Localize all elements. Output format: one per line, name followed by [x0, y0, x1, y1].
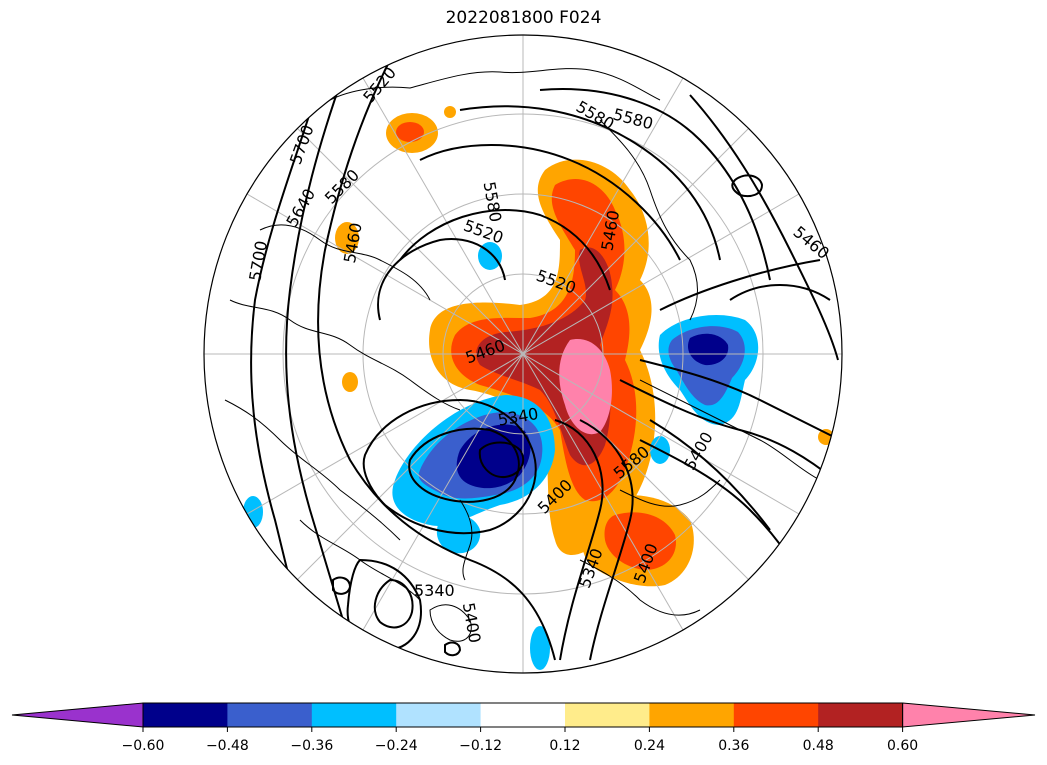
- colorbar-tick-label: 0.48: [803, 738, 834, 754]
- contour-label: 5340: [414, 581, 455, 600]
- colorbar-extend-min: [11, 702, 144, 728]
- colorbar-segment: [649, 703, 735, 727]
- warm-blob-west2: [342, 372, 358, 392]
- colorbar-tick-label: −0.24: [375, 738, 418, 754]
- colorbar-tick-label: −0.12: [459, 738, 502, 754]
- colorbar-segment: [227, 703, 313, 727]
- colorbar-segment: [480, 703, 566, 727]
- colorbar-tick-label: 0.60: [887, 738, 918, 754]
- cold-blob-south: [530, 626, 550, 670]
- warm-blob-north-inner: [396, 122, 424, 142]
- colorbar-frame: [142, 702, 904, 728]
- colorbar-tick-label: −0.48: [206, 738, 249, 754]
- warm-anomaly-peak: [559, 339, 612, 435]
- colorbar-segment: [311, 703, 397, 727]
- contour-label: 5580: [611, 104, 655, 133]
- colorbar-extend-max: [902, 702, 1036, 728]
- colorbar: −0.60 −0.48 −0.36 −0.24 −0.12 0.12 0.24 0.36 0.4…: [11, 702, 1036, 754]
- contour-label: 5700: [245, 239, 271, 282]
- cold-anomaly-inner: [456, 424, 531, 489]
- colorbar-segment: [818, 703, 904, 727]
- contour-label: 5580: [480, 180, 506, 223]
- map-boundary: [203, 34, 843, 674]
- colorbar-segment: [733, 703, 819, 727]
- contour-label: 5700: [286, 122, 318, 167]
- warm-anomaly-southeast-inner: [604, 512, 676, 570]
- cold-anomaly-east-inner: [687, 333, 729, 366]
- contour-label: 5580: [573, 97, 618, 134]
- colorbar-tick-label: −0.36: [290, 738, 333, 754]
- colorbar-tick-label: 0.36: [718, 738, 749, 754]
- colorbar-tick-label: −0.60: [122, 738, 165, 754]
- contour-label: 5580: [321, 165, 363, 207]
- contour-label: 5400: [459, 601, 485, 644]
- warm-blob-west: [335, 222, 359, 254]
- warm-blob-north2: [444, 106, 456, 118]
- shaded-anomaly-fields: [243, 106, 834, 670]
- colorbar-tick-label: 0.12: [549, 738, 580, 754]
- colorbar-segment: [396, 703, 482, 727]
- height-contours: [250, 59, 841, 671]
- contour-label: 5520: [359, 63, 400, 106]
- colorbar-segment: [143, 703, 228, 727]
- map-title: 2022081800 F024: [445, 8, 602, 28]
- contour-label: 5640: [282, 185, 319, 230]
- colorbar-tick-label: 0.24: [634, 738, 665, 754]
- colorbar-segment: [565, 703, 650, 727]
